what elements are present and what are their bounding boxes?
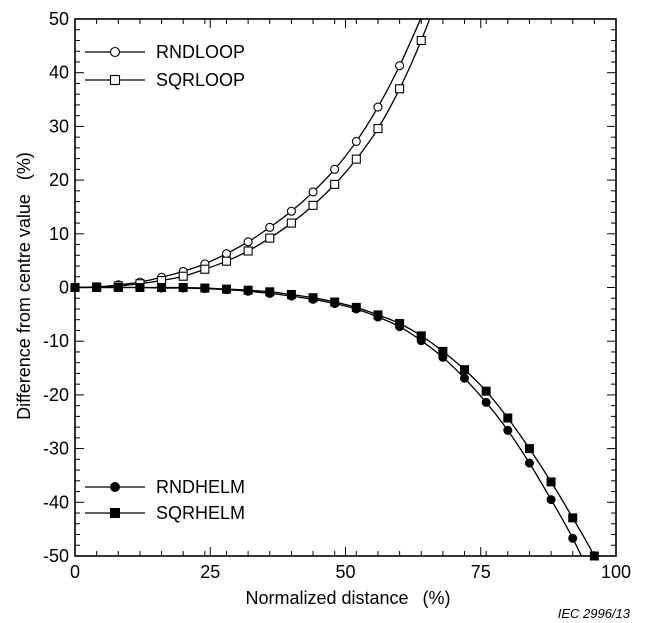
- data-point-sqrhelm: [178, 283, 188, 292]
- legend-label-rndhelm: RNDHELM: [156, 477, 245, 497]
- data-point-sqrloop: [243, 246, 253, 256]
- data-point-rndloop: [221, 249, 232, 259]
- y-axis-title: Difference from centre value (%): [14, 152, 34, 420]
- y-axis-label: Difference from centre value: [14, 194, 34, 420]
- x-tick-label: 75: [471, 562, 491, 582]
- data-point-sqrloop: [178, 271, 188, 281]
- data-point-sqrhelm: [157, 283, 167, 292]
- y-tick-label: -20: [43, 385, 69, 405]
- x-tick-label: 100: [601, 562, 631, 582]
- data-point-sqrhelm: [438, 346, 448, 356]
- data-point-rndloop: [243, 237, 253, 247]
- y-tick-label: -50: [43, 546, 69, 566]
- data-point-sqrloop: [373, 123, 383, 134]
- y-tick-label: 10: [49, 224, 69, 244]
- data-point-sqrloop: [330, 179, 340, 189]
- series-sqrloop: [70, 19, 431, 293]
- data-point-sqrhelm: [546, 477, 556, 487]
- data-point-sqrloop: [265, 233, 275, 243]
- y-tick-label: -10: [43, 331, 69, 351]
- x-tick-label: 0: [70, 562, 80, 582]
- y-tick-label: 20: [49, 170, 69, 190]
- data-point-rndloop: [265, 222, 275, 232]
- data-point-rndloop: [308, 187, 318, 197]
- data-point-sqrhelm: [200, 283, 210, 293]
- data-point-rndloop: [373, 102, 383, 112]
- series-layer: [70, 19, 599, 561]
- image-credit: IEC 2996/13: [558, 606, 631, 621]
- data-point-sqrhelm: [524, 444, 534, 454]
- y-tick-label: 0: [59, 278, 69, 298]
- legend-item-rndloop: RNDLOOP: [85, 42, 245, 62]
- x-axis-label: Normalized distance: [245, 588, 408, 608]
- data-point-rndloop: [286, 206, 296, 216]
- ticks-layer: -50 -40 -30 -20 -10 0 10 20 30 40 50 0 25 50 75 100: [43, 9, 631, 582]
- data-point-sqrhelm: [395, 318, 405, 328]
- legend-label-sqrloop: SQRLOOP: [156, 70, 245, 90]
- legend-item-sqrloop: SQRLOOP: [85, 70, 245, 90]
- data-point-sqrhelm: [373, 310, 383, 320]
- data-point-rndloop: [395, 61, 405, 71]
- data-point-sqrhelm: [243, 285, 253, 295]
- y-tick-label: 50: [49, 9, 69, 29]
- data-point-sqrhelm: [308, 293, 318, 303]
- legend-item-rndhelm: RNDHELM: [85, 477, 245, 497]
- data-point-rndhelm: [481, 397, 491, 407]
- data-point-sqrhelm: [330, 297, 340, 307]
- data-point-sqrhelm: [265, 287, 275, 297]
- data-point-sqrloop: [221, 256, 232, 266]
- data-point-rndloop: [351, 136, 361, 146]
- data-point-sqrhelm: [113, 283, 123, 292]
- y-tick-label: 30: [49, 116, 69, 136]
- data-point-sqrhelm: [460, 365, 470, 375]
- data-point-sqrhelm: [568, 513, 578, 523]
- legend-marker-rndloop: [109, 46, 121, 58]
- legend-marker-sqrloop: [109, 74, 121, 86]
- data-point-rndloop: [330, 164, 340, 174]
- data-point-rndhelm: [524, 458, 534, 468]
- data-point-sqrloop: [395, 84, 405, 94]
- y-tick-label: 40: [49, 63, 69, 83]
- series-sqrhelm: [70, 283, 599, 561]
- data-point-sqrloop: [416, 35, 426, 46]
- legend-layer: RNDLOOP SQRLOOP RNDHELM SQRHELM: [85, 42, 245, 523]
- x-tick-label: 50: [335, 562, 355, 582]
- data-point-rndhelm: [460, 373, 470, 383]
- legend-item-sqrhelm: SQRHELM: [85, 503, 245, 523]
- y-tick-label: -40: [43, 492, 69, 512]
- data-point-sqrhelm: [92, 283, 102, 292]
- legend-label-rndloop: RNDLOOP: [156, 42, 245, 62]
- data-point-sqrhelm: [221, 284, 231, 294]
- legend-marker-sqrhelm: [110, 508, 120, 518]
- data-point-rndhelm: [503, 425, 513, 435]
- data-point-sqrloop: [200, 264, 210, 274]
- data-point-rndhelm: [546, 495, 556, 505]
- plot-frame: [74, 18, 617, 557]
- data-point-sqrhelm: [481, 386, 491, 396]
- data-point-sqrhelm: [286, 289, 296, 299]
- data-point-sqrloop: [308, 200, 318, 210]
- data-point-sqrhelm: [135, 283, 145, 292]
- series-rndhelm: [70, 283, 583, 556]
- data-point-sqrhelm: [351, 302, 361, 312]
- x-axis-title: Normalized distance (%): [245, 588, 450, 608]
- data-point-sqrhelm: [503, 413, 513, 423]
- data-point-rndhelm: [568, 533, 578, 543]
- x-axis-unit: (%): [423, 588, 451, 608]
- series-line-sqrloop: [75, 19, 431, 289]
- legend-label-sqrhelm: SQRHELM: [156, 503, 245, 523]
- x-tick-label: 25: [200, 562, 220, 582]
- y-axis-unit: (%): [14, 152, 34, 180]
- legend-marker-rndhelm: [110, 482, 120, 492]
- series-line-rndhelm: [75, 286, 583, 556]
- data-point-sqrloop: [351, 154, 361, 164]
- data-point-sqrhelm: [416, 331, 426, 341]
- y-tick-label: -30: [43, 439, 69, 459]
- data-point-sqrloop: [286, 218, 296, 228]
